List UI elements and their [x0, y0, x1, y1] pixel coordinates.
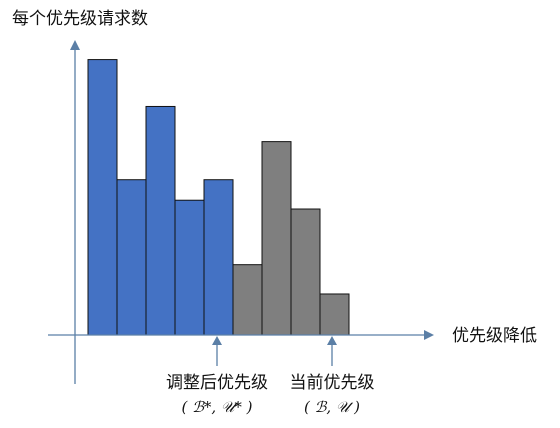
bar-gray-8: [319, 293, 350, 336]
marker-sublabel-1: ( ℬ, 𝒰 ): [304, 398, 360, 416]
bar-blue-0: [87, 59, 118, 336]
marker-arrowhead-0: [212, 336, 222, 345]
x-axis-label: 优先级降低: [452, 326, 537, 346]
bars-group: [87, 59, 350, 336]
x-axis-arrowhead: [424, 330, 434, 340]
bar-blue-3: [174, 199, 205, 336]
bar-gray-7: [290, 208, 321, 336]
y-axis-arrowhead: [70, 40, 80, 50]
marker-label-0: 调整后优先级: [166, 373, 268, 393]
marker-sublabel-0: ( ℬ*, 𝒰* ): [181, 398, 252, 416]
y-axis-label: 每个优先级请求数: [12, 9, 148, 29]
bar-gray-6: [261, 141, 292, 336]
bar-gray-5: [232, 264, 263, 336]
bar-blue-4: [203, 179, 234, 336]
marker-label-1: 当前优先级: [290, 373, 375, 393]
marker-arrowhead-1: [327, 336, 337, 345]
bar-blue-1: [116, 179, 147, 336]
bar-blue-2: [145, 105, 176, 336]
markers-group: 调整后优先级 ( ℬ*, 𝒰* ) 当前优先级 ( ℬ, 𝒰 ): [166, 336, 375, 416]
axes-group: [48, 40, 434, 384]
